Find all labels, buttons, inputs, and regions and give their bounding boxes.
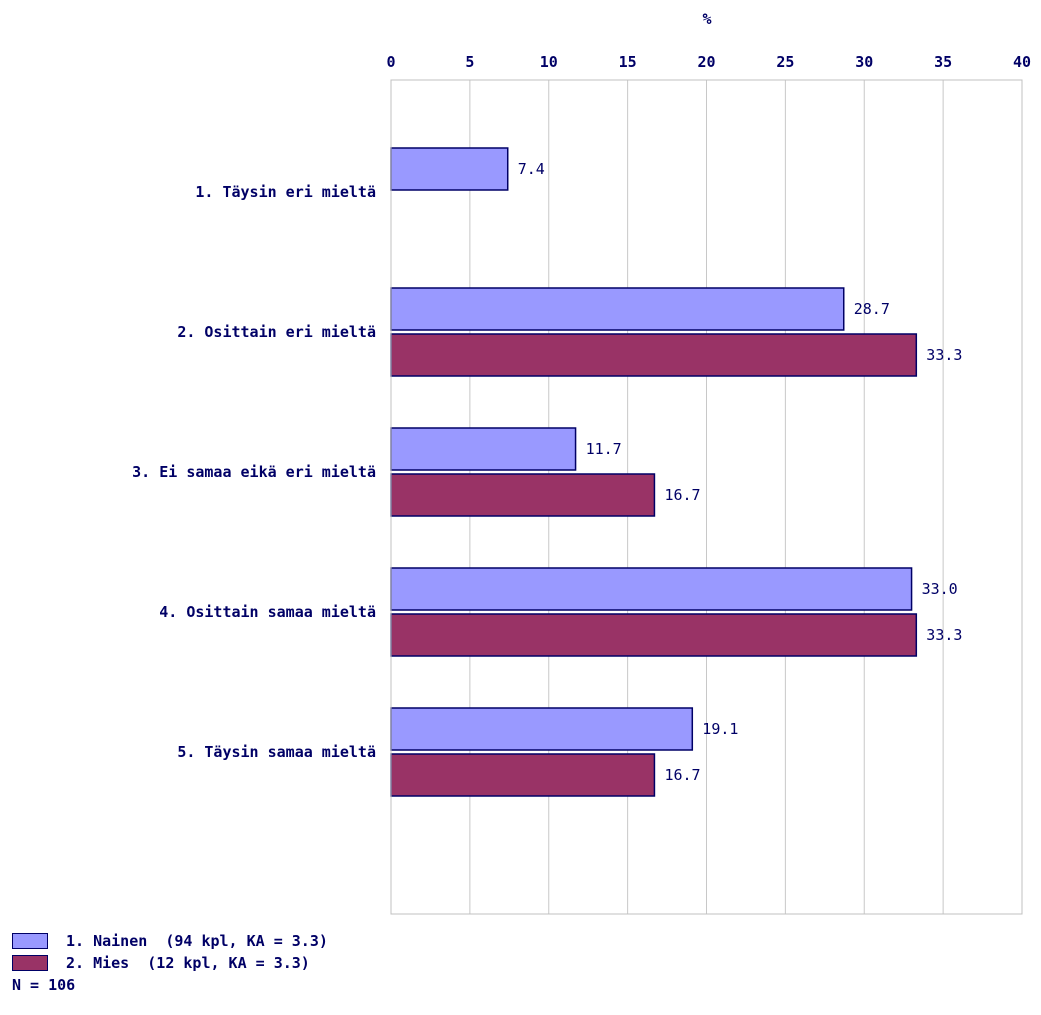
x-tick-labels: 0 5 10 15 20 25 30 35 40 [386,53,1031,71]
bar-series2-cat4 [390,613,918,657]
legend-item-nainen: 1. Nainen (94 kpl, KA = 3.3) [12,930,328,952]
bar-series1-cat1 [390,147,509,191]
data-label-series1-cat5: 19.1 [702,720,738,738]
legend-swatch-mies [12,955,48,971]
category-label-1: 1. Täysin eri mieltä [195,183,376,201]
legend-item-mies: 2. Mies (12 kpl, KA = 3.3) [12,952,328,974]
legend-label-mies: 2. Mies (12 kpl, KA = 3.3) [66,954,310,972]
plot-frame [390,79,1023,915]
x-tick-label-40: 40 [1013,53,1031,71]
x-tick-label-15: 15 [619,53,637,71]
legend: 1. Nainen (94 kpl, KA = 3.3) 2. Mies (12… [12,930,328,996]
bars [390,147,918,797]
bar-series2-cat3 [390,473,656,517]
bar-series2-cat5 [390,753,656,797]
data-label-series1-cat1: 7.4 [518,160,545,178]
x-tick-label-0: 0 [386,53,395,71]
category-label-3: 3. Ei samaa eikä eri mieltä [132,463,376,481]
data-label-series2-cat5: 16.7 [664,766,700,784]
data-label-series2-cat3: 16.7 [664,486,700,504]
x-tick-label-20: 20 [697,53,715,71]
data-label-series1-cat2: 28.7 [854,300,890,318]
sample-size: N = 106 [12,976,76,994]
x-tick-label-30: 30 [855,53,873,71]
bar-series2-cat2 [390,333,918,377]
legend-label-nainen: 1. Nainen (94 kpl, KA = 3.3) [66,932,328,950]
data-label-series1-cat4: 33.0 [922,580,958,598]
data-labels: 7.4 28.7 33.3 11.7 16.7 33.0 33.3 19.1 16.7 [518,160,963,784]
bar-series1-cat2 [390,287,845,331]
bar-series1-cat5 [390,707,694,751]
x-tick-label-25: 25 [776,53,794,71]
data-label-series2-cat2: 33.3 [926,346,962,364]
category-labels: 1. Täysin eri mieltä 2. Osittain eri miel… [132,183,376,761]
data-label-series2-cat4: 33.3 [926,626,962,644]
x-axis-title: % [702,10,711,28]
x-tick-label-5: 5 [465,53,474,71]
data-label-series1-cat3: 11.7 [586,440,622,458]
x-tick-label-35: 35 [934,53,952,71]
bar-series1-cat3 [390,427,577,471]
legend-swatch-nainen [12,933,48,949]
category-label-5: 5. Täysin samaa mieltä [177,743,376,761]
bar-series1-cat4 [390,567,913,611]
category-label-4: 4. Osittain samaa mieltä [159,603,376,621]
category-label-2: 2. Osittain eri mieltä [177,323,376,341]
x-tick-label-10: 10 [540,53,558,71]
